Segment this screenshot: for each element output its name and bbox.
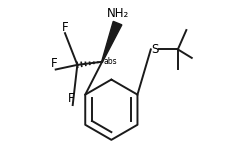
Text: NH₂: NH₂ xyxy=(106,7,129,20)
Polygon shape xyxy=(102,21,122,62)
Text: S: S xyxy=(151,43,158,56)
Text: F: F xyxy=(51,57,58,70)
Text: F: F xyxy=(68,92,74,105)
Text: F: F xyxy=(62,21,68,34)
Text: abs: abs xyxy=(104,57,117,66)
